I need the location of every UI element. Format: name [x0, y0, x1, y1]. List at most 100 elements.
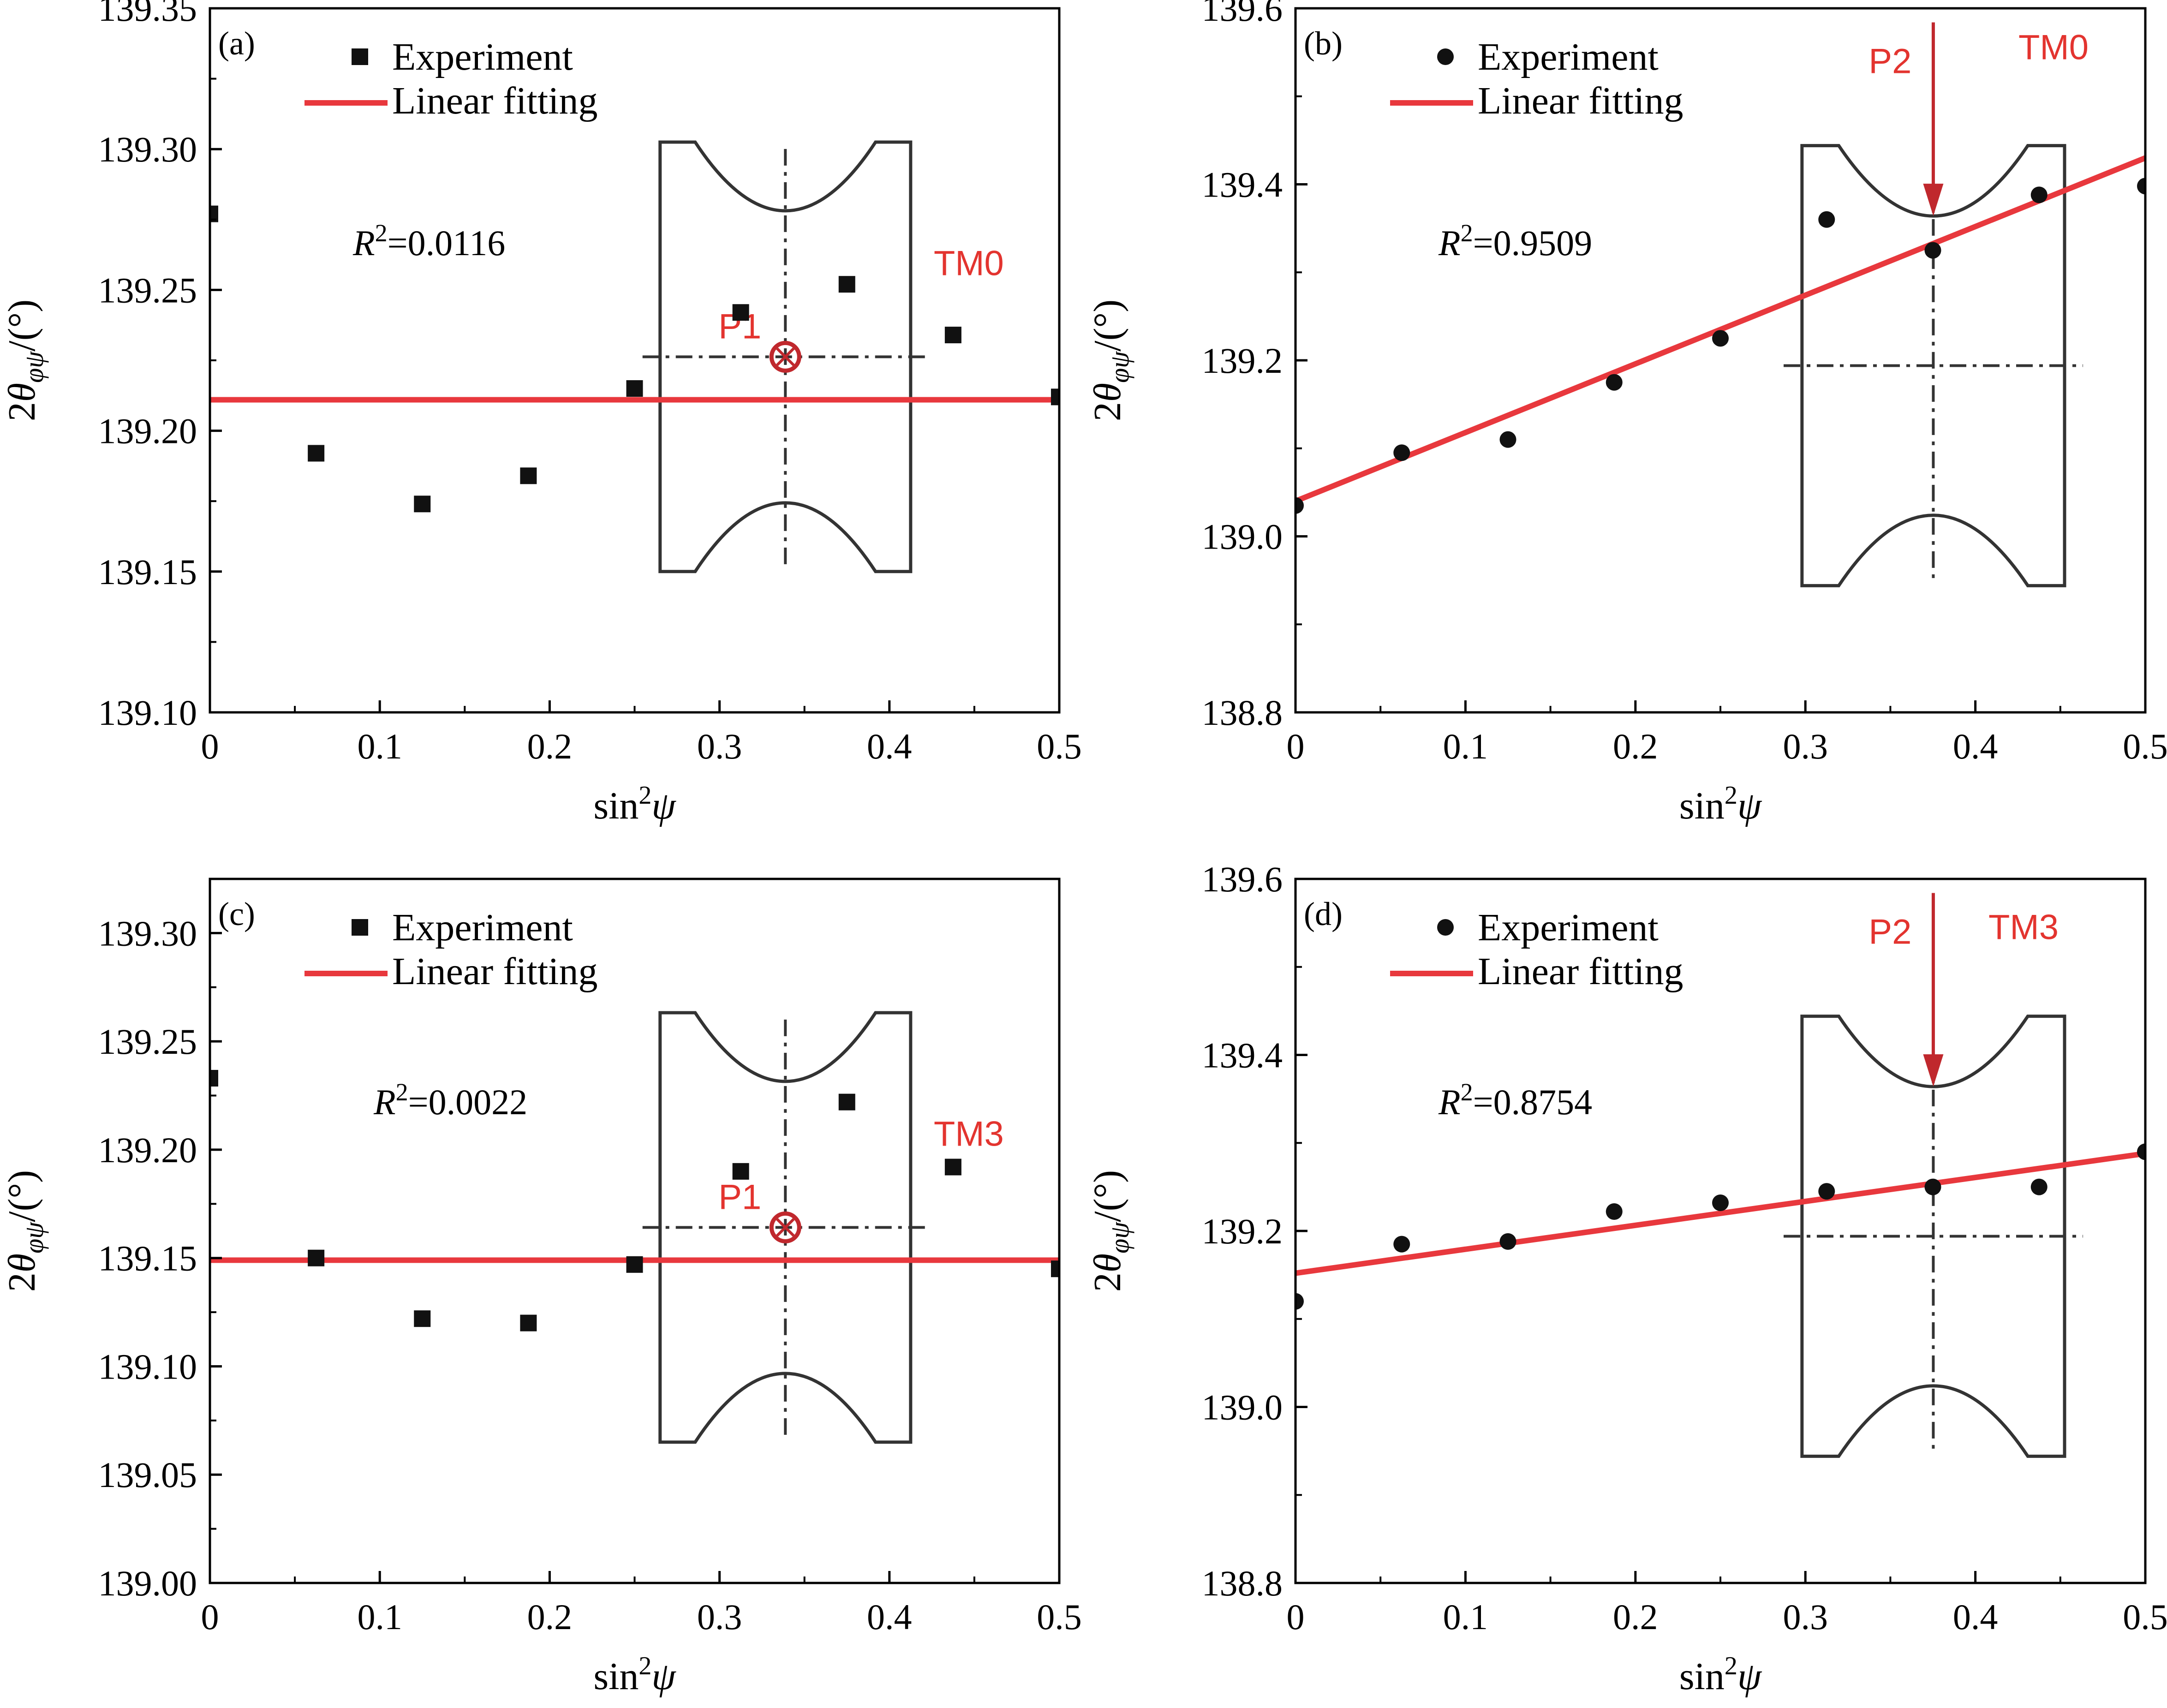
- experiment-point: [308, 1249, 325, 1266]
- y-tick-label: 139.05: [98, 1455, 197, 1495]
- arrow-down-icon: [1923, 1054, 1944, 1087]
- y-title-unit: /(°): [0, 299, 43, 352]
- fit-layer: [1295, 1151, 2145, 1276]
- specimen-label: TM3: [934, 1115, 1004, 1154]
- y-tick-label: 139.2: [1202, 1211, 1283, 1251]
- legend-fit-label: Linear fitting: [1478, 950, 1683, 993]
- measurement-point-cross: [776, 347, 795, 366]
- experiment-series: [1295, 178, 2145, 514]
- experiment-point: [2137, 1143, 2145, 1160]
- r2-superscript: 2: [396, 1078, 408, 1106]
- x-tick-label: 0.2: [1613, 726, 1658, 766]
- legend-experiment-label: Experiment: [1478, 36, 1659, 78]
- y-tick-label: 139.20: [98, 411, 197, 451]
- x-tick-label: 0.4: [867, 1597, 912, 1637]
- experiment-point: [1499, 1233, 1516, 1250]
- experiment-point: [414, 1310, 431, 1327]
- r-squared-label: R2=0.0116: [352, 219, 505, 263]
- y-title-part: 2: [0, 402, 43, 421]
- experiment-point: [1437, 919, 1454, 936]
- y-title-part: 2: [0, 1272, 43, 1292]
- y-tick-label: 139.00: [98, 1563, 197, 1603]
- experiment-point: [1606, 374, 1623, 391]
- x-title-superscript: 2: [1725, 1652, 1737, 1680]
- x-tick-label: 0.5: [2123, 1597, 2167, 1637]
- r-squared-label: R2=0.9509: [1438, 219, 1592, 263]
- linear-fit-line: [1295, 155, 2145, 504]
- x-tick-label: 0.1: [1443, 1597, 1488, 1637]
- x-title-sin: sin: [593, 784, 639, 827]
- x-tick-label: 0.2: [527, 726, 573, 766]
- y-title-unit: /(°): [1086, 299, 1129, 352]
- y-tick-label: 139.0: [1202, 517, 1283, 557]
- x-axis-title: sin2ψ: [1679, 781, 1762, 827]
- experiment-point: [2030, 186, 2048, 203]
- y-axis-title: 2θφψ/(°): [0, 1170, 49, 1292]
- y-tick-label: 139.30: [98, 129, 197, 169]
- experiment-point: [944, 1159, 961, 1176]
- y-title-theta: θ: [0, 1254, 43, 1272]
- y-tick-label: 139.10: [98, 1346, 197, 1386]
- experiment-point: [1712, 330, 1729, 347]
- panel-tag: (c): [218, 896, 255, 932]
- x-title-superscript: 2: [1725, 781, 1737, 810]
- x-tick-label: 0: [201, 1597, 219, 1637]
- specimen-outline: [658, 140, 913, 573]
- experiment-point: [520, 1314, 537, 1332]
- experiment-point: [1393, 444, 1410, 461]
- y-title-part: 2: [1086, 402, 1129, 421]
- experiment-point: [626, 380, 643, 397]
- experiment-point: [2030, 1178, 2048, 1195]
- x-tick-label: 0.3: [697, 1597, 742, 1637]
- r-squared-label: R2=0.8754: [1438, 1078, 1592, 1122]
- y-tick-label: 139.15: [98, 1238, 197, 1278]
- x-axis-title: sin2ψ: [593, 1652, 676, 1698]
- x-axis-title: sin2ψ: [593, 781, 676, 827]
- experiment-point: [2137, 178, 2145, 195]
- y-axis-title: 2θφψ/(°): [1086, 299, 1134, 421]
- y-tick-label: 139.2: [1202, 340, 1283, 381]
- experiment-point: [1818, 211, 1835, 228]
- x-tick-label: 0.1: [1443, 726, 1488, 766]
- experiment-point: [210, 205, 218, 222]
- experiment-point: [414, 496, 431, 513]
- r2-superscript: 2: [1461, 219, 1473, 247]
- experiment-point: [626, 1256, 643, 1273]
- r2-value: =0.9509: [1473, 223, 1593, 263]
- experiment-point: [1295, 1293, 1304, 1310]
- y-title-theta: θ: [1086, 383, 1129, 402]
- r2-symbol: R: [1438, 1082, 1461, 1122]
- x-tick-label: 0.4: [1953, 726, 1998, 766]
- experiment-point: [1295, 497, 1304, 514]
- r2-symbol: R: [352, 223, 375, 263]
- x-tick-label: 0.1: [357, 726, 402, 766]
- y-title-subscript: φψ: [19, 1222, 49, 1254]
- y-title-theta: θ: [0, 383, 43, 402]
- x-tick-label: 0.3: [1783, 726, 1828, 766]
- r2-value: =0.0022: [408, 1082, 528, 1122]
- x-tick-label: 0.3: [1783, 1597, 1828, 1637]
- measurement-point-icon: [769, 340, 801, 373]
- y-axis-title: 2θφψ/(°): [0, 299, 49, 421]
- x-tick-label: 0.4: [867, 726, 912, 766]
- y-tick-label: 138.8: [1202, 1563, 1283, 1603]
- experiment-point: [838, 276, 855, 293]
- specimen-outline: [1800, 1015, 2066, 1458]
- experiment-point: [1818, 1183, 1835, 1200]
- experiment-point: [352, 919, 368, 936]
- experiment-point: [732, 304, 749, 321]
- chart-panel-d: P2 TM3 0 0.1 0.2 0.3 0.4 0.5 138.8 139.0 139.2 139.…: [1086, 859, 2167, 1698]
- x-title-superscript: 2: [639, 781, 651, 810]
- experiment-point: [520, 467, 537, 484]
- chart-panel-c: P1 TM3 0 0.1 0.2 0.3 0.4 0.5 139.00 139.05 139.10 1…: [0, 878, 1082, 1698]
- y-title-unit: /(°): [1086, 1170, 1129, 1222]
- x-title-sin: sin: [593, 1655, 639, 1698]
- experiment-point: [1712, 1194, 1729, 1211]
- y-tick-label: 139.20: [98, 1130, 197, 1170]
- panel-tag: (d): [1304, 896, 1343, 932]
- x-tick-label: 0.3: [697, 726, 742, 766]
- x-tick-label: 0.5: [1037, 1597, 1082, 1637]
- y-title-part: 2: [1086, 1272, 1129, 1292]
- fit-layer: [1295, 155, 2145, 504]
